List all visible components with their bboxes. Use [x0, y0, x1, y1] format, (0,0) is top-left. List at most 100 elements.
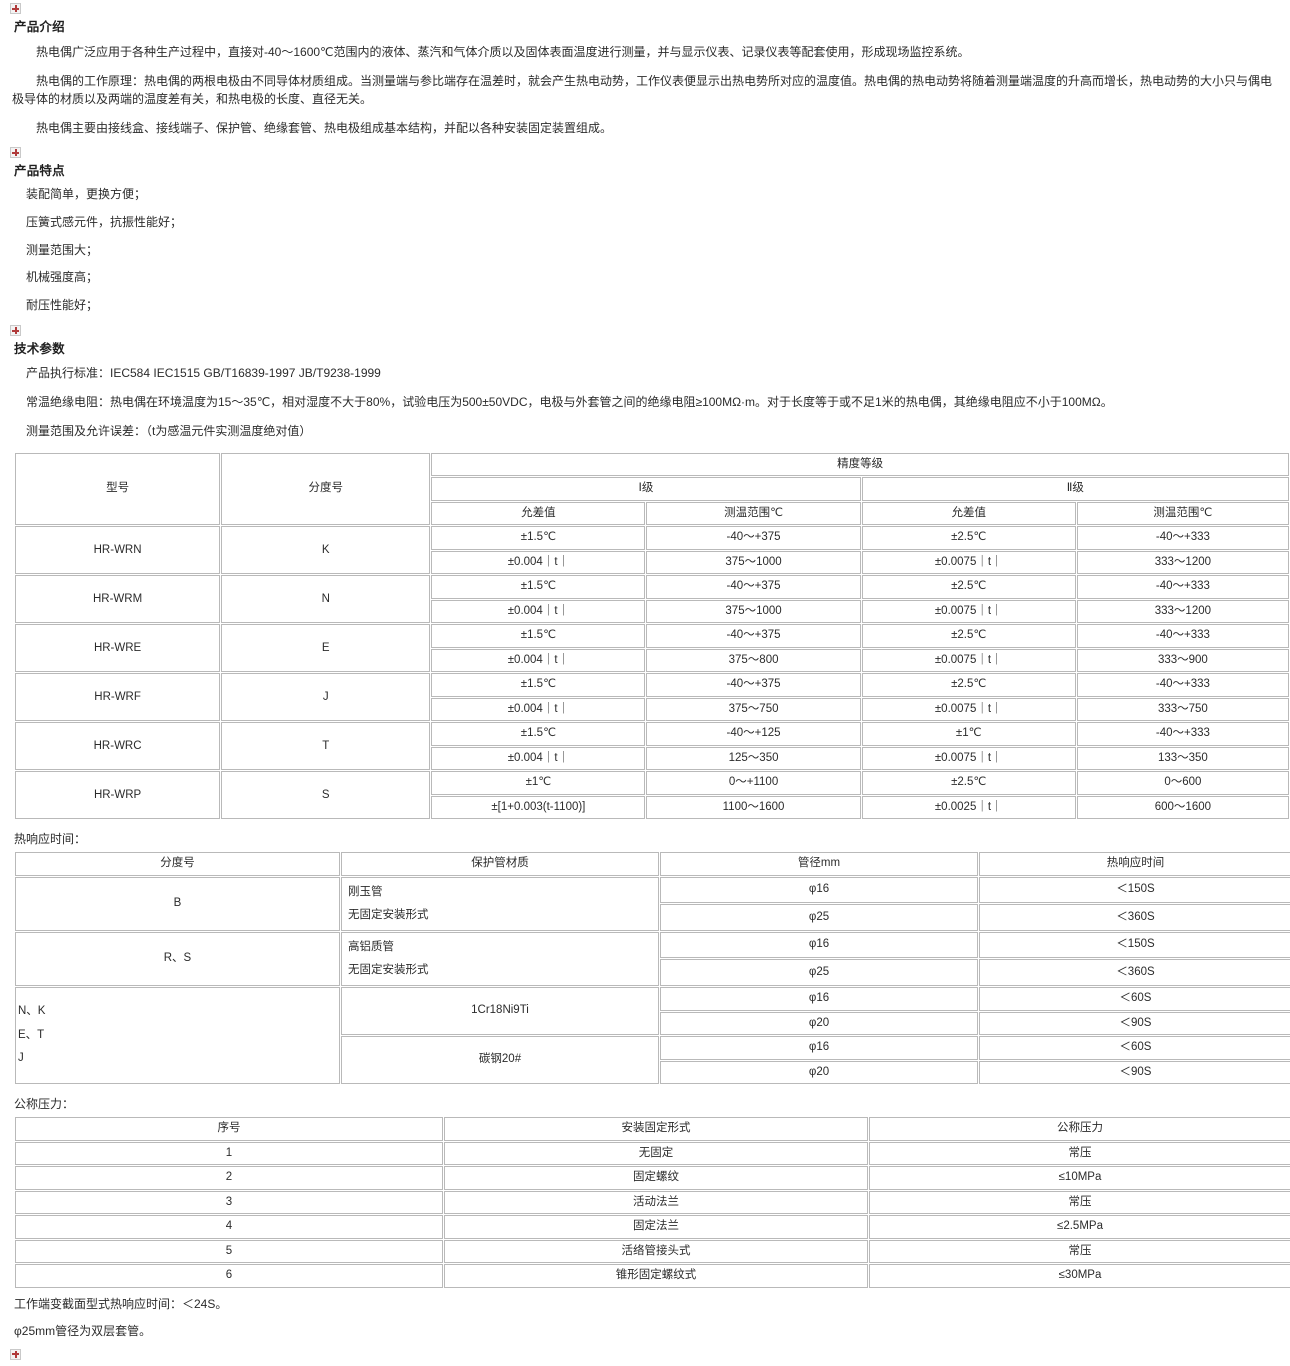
- intro-paragraph-2: 热电偶的工作原理：热电偶的两根电极由不同导体材质组成。当测量端与参比端存在温差时…: [12, 73, 1273, 107]
- cell-graduation: E: [221, 624, 431, 673]
- cell-class2-range: 333～1200: [1076, 599, 1289, 624]
- header-graduation: 分度号: [221, 452, 431, 526]
- cell-class1-tolerance: ±1.5℃: [431, 673, 646, 697]
- table-row: HR-WRE E ±1.5℃ -40～+375 ±2.5℃ -40～+333: [15, 624, 1289, 673]
- cell-class2-range: 600～1600: [1076, 795, 1289, 820]
- cell-nominal-pressure: 常压: [869, 1239, 1290, 1264]
- cell-index: 5: [15, 1239, 443, 1264]
- cell-model: HR-WRP: [15, 771, 221, 820]
- cell-class1-range: -40～+125: [646, 722, 861, 746]
- cell-index: 1: [15, 1141, 443, 1166]
- cell-diameter: φ20: [660, 1011, 978, 1036]
- cell-mounting-type: 活络管接头式: [444, 1239, 868, 1264]
- cell-mounting-type: 固定螺纹: [444, 1166, 868, 1190]
- cell-nominal-pressure: ≤30MPa: [869, 1264, 1290, 1288]
- table-row: HR-WRN K ±1.5℃ -40～+375 ±2.5℃ -40～+333: [15, 526, 1289, 575]
- table-row: φ20 ＜90S: [15, 1011, 1290, 1036]
- table-row: 4 固定法兰 ≤2.5MPa: [15, 1215, 1290, 1239]
- cell-class2-range: 333～1200: [1076, 550, 1289, 575]
- cell-mounting-type: 固定法兰: [444, 1215, 868, 1239]
- broken-image-icon: [10, 147, 21, 159]
- cell-class2-range: 0～600: [1076, 771, 1289, 795]
- cell-class2-range: -40～+333: [1076, 624, 1289, 648]
- header-nominal-pressure: 公称压力: [869, 1117, 1290, 1141]
- cell-response-time: ＜360S: [979, 959, 1290, 986]
- cell-nominal-pressure: ≤10MPa: [869, 1166, 1290, 1190]
- cell-model: HR-WRE: [15, 624, 221, 673]
- header-class1-range: 测温范围℃: [646, 501, 861, 526]
- cell-class1-tolerance: ±1.5℃: [431, 575, 646, 599]
- table-row: ±[1+0.003(t-1100)] 1100～1600 ±0.0025｜t｜ …: [15, 795, 1289, 820]
- cell-class1-tolerance: ±0.004｜t｜: [431, 599, 646, 624]
- feature-item: 机械强度高；: [26, 270, 99, 285]
- table-row: φ25 ＜360S: [15, 904, 1290, 931]
- cell-nominal-pressure: 常压: [869, 1141, 1290, 1166]
- cell-graduation: J: [221, 673, 431, 722]
- table-row: 6 锥形固定螺纹式 ≤30MPa: [15, 1264, 1290, 1288]
- table-row: 碳钢20# φ16 ＜60S: [15, 1036, 1290, 1085]
- cell-diameter: φ20: [660, 1060, 978, 1085]
- cell-class2-range: 333～750: [1076, 697, 1289, 722]
- feature-item: 装配简单，更换方便；: [26, 187, 147, 202]
- table-row: N、K E、T J 1Cr18Ni9Ti φ16 ＜60S: [15, 986, 1290, 1085]
- header-response-time: 热响应时间: [979, 852, 1290, 876]
- accuracy-table: 型号 分度号 精度等级 Ⅰ级 Ⅱ级 允差值 测温范围℃ 允差值 测温范围℃ HR…: [14, 451, 1290, 821]
- cell-index: 3: [15, 1190, 443, 1215]
- cell-class1-tolerance: ±0.004｜t｜: [431, 746, 646, 771]
- material-line-1: 刚玉管: [348, 885, 383, 898]
- cell-class2-tolerance: ±1℃: [861, 722, 1076, 746]
- cell-class2-tolerance: ±0.0025｜t｜: [861, 795, 1076, 820]
- cell-class1-range: -40～+375: [646, 575, 861, 599]
- material-line-2: 无固定安装形式: [348, 963, 429, 976]
- cell-model: HR-WRM: [15, 575, 221, 624]
- table-row: ±0.004｜t｜ 375～750 ±0.0075｜t｜ 333～750: [15, 697, 1289, 722]
- table-row: HR-WRP S ±1℃ 0～+1100 ±2.5℃ 0～600: [15, 771, 1289, 820]
- graduation-line-2: E、T: [18, 1028, 45, 1041]
- table-row: 2 固定螺纹 ≤10MPa: [15, 1166, 1290, 1190]
- cell-class1-tolerance: ±1℃: [431, 771, 646, 795]
- broken-image-icon: [10, 3, 21, 14]
- table-row: R、S 高铝质管 无固定安装形式 φ16 ＜150S: [15, 931, 1290, 986]
- section-title-specs: 技术参数: [14, 342, 65, 357]
- header-graduation: 分度号: [15, 852, 340, 876]
- thermal-response-table: 分度号 保护管材质 管径mm 热响应时间 B 刚玉管 无固定安装形式 φ16 ＜…: [14, 851, 1290, 1086]
- cell-response-time: ＜60S: [979, 986, 1290, 1011]
- cell-response-time: ＜90S: [979, 1011, 1290, 1036]
- cell-class2-range: 333～900: [1076, 648, 1289, 673]
- cell-class2-tolerance: ±0.0075｜t｜: [861, 648, 1076, 673]
- cell-class1-range: 375～1000: [646, 599, 861, 624]
- cell-class2-tolerance: ±2.5℃: [861, 526, 1076, 550]
- cell-class1-range: -40～+375: [646, 526, 861, 550]
- graduation-line-1: N、K: [18, 1005, 46, 1018]
- cell-graduation: T: [221, 722, 431, 771]
- header-class1-tolerance: 允差值: [431, 501, 646, 526]
- cell-class2-tolerance: ±0.0075｜t｜: [861, 599, 1076, 624]
- cell-class1-range: 375～750: [646, 697, 861, 722]
- cell-response-time: ＜150S: [979, 931, 1290, 959]
- table-row: ±0.004｜t｜ 375～800 ±0.0075｜t｜ 333～900: [15, 648, 1289, 673]
- cell-index: 4: [15, 1215, 443, 1239]
- cell-model: HR-WRC: [15, 722, 221, 771]
- table-row: ±0.004｜t｜ 375～1000 ±0.0075｜t｜ 333～1200: [15, 550, 1289, 575]
- spec-standard-line: 产品执行标准：IEC584 IEC1515 GB/T16839-1997 JB/…: [26, 366, 381, 381]
- table-row: ±0.004｜t｜ 125～350 ±0.0075｜t｜ 133～350: [15, 746, 1289, 771]
- graduation-line-3: J: [18, 1052, 24, 1065]
- header-model: 型号: [15, 452, 221, 526]
- cell-diameter: φ16: [660, 1036, 978, 1060]
- cell-class1-tolerance: ±0.004｜t｜: [431, 550, 646, 575]
- cell-class1-range: -40～+375: [646, 624, 861, 648]
- spec-insulation-line: 常温绝缘电阻：热电偶在环境温度为15～35℃，相对湿度不大于80%，试验电压为5…: [26, 395, 1113, 410]
- cell-nominal-pressure: 常压: [869, 1190, 1290, 1215]
- cell-diameter: φ25: [660, 959, 978, 986]
- material-line-2: 无固定安装形式: [348, 908, 429, 921]
- cell-class1-tolerance: ±0.004｜t｜: [431, 648, 646, 673]
- cell-response-time: ＜360S: [979, 904, 1290, 931]
- cell-class2-range: -40～+333: [1076, 526, 1289, 550]
- cell-model: HR-WRF: [15, 673, 221, 722]
- cell-class1-tolerance: ±1.5℃: [431, 722, 646, 746]
- feature-item: 耐压性能好；: [26, 297, 99, 312]
- cell-class1-range: 375～800: [646, 648, 861, 673]
- cell-class1-tolerance: ±0.004｜t｜: [431, 697, 646, 722]
- cell-class1-tolerance: ±[1+0.003(t-1100)]: [431, 795, 646, 820]
- intro-paragraph-3: 热电偶主要由接线盒、接线端子、保护管、绝缘套管、热电极组成基本结构，并配以各种安…: [36, 120, 613, 135]
